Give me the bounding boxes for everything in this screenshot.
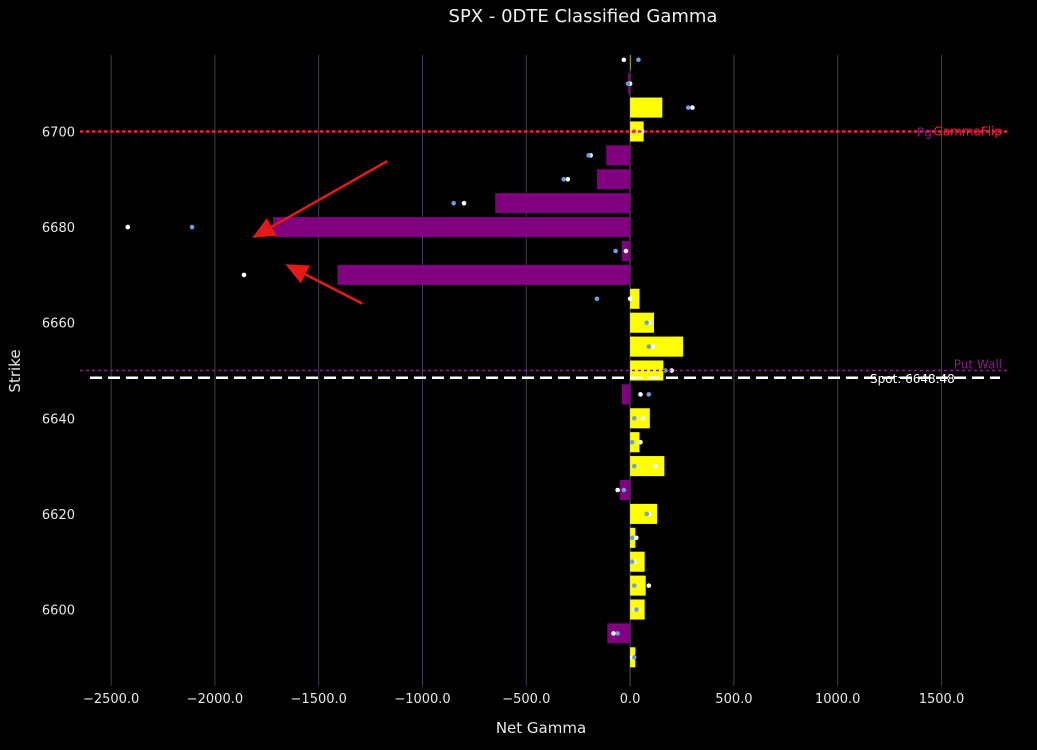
gamma-bar [630, 336, 684, 357]
axis-ticks: −2500.0 −2000.0 −1500.0 −1000.0 −500.0 0.0 500… [42, 125, 964, 707]
gamma-dot [189, 224, 195, 230]
x-tick-label: 1500.0 [919, 692, 965, 707]
gamma-dot [669, 368, 674, 373]
x-tick-label: −2000.0 [187, 692, 243, 707]
gamma-dot [638, 392, 643, 397]
gamma-bar [621, 384, 631, 405]
gamma-bar [630, 55, 631, 70]
dots [125, 34, 695, 660]
gamma-dot [629, 535, 635, 541]
gamma-flip-prefix: Pg [917, 125, 932, 139]
gamma-bar [630, 503, 658, 524]
gamma-dot [627, 296, 633, 302]
y-tick-label: 6600 [42, 604, 75, 619]
gamma-dot [646, 344, 652, 349]
y-tick-label: 6660 [42, 317, 75, 332]
gamma-dot [644, 511, 650, 517]
gamma-dot [586, 153, 591, 158]
gamma-bar [630, 456, 665, 477]
gamma-dot [461, 200, 467, 206]
x-axis-title: Net Gamma [496, 719, 586, 737]
gamma-dot [646, 583, 652, 588]
gamma-dot [451, 200, 456, 206]
gamma-dot [621, 57, 627, 63]
gamma-dot [685, 105, 691, 110]
gamma-dot [623, 248, 629, 254]
gamma-dot [634, 607, 639, 612]
y-tick-label: 6680 [42, 221, 75, 236]
gamma-dot [621, 487, 627, 493]
gamma-dot [565, 176, 571, 182]
gamma-dot [644, 320, 650, 325]
gamma-bar [630, 575, 646, 596]
gamma-bar [630, 121, 644, 142]
gamma-dot [650, 344, 656, 349]
gamma-dot [615, 487, 620, 493]
x-tick-label: 1000.0 [815, 692, 861, 707]
gamma-bar [337, 264, 631, 285]
gamma-dot [625, 81, 631, 86]
gamma-flip-label: GammaFlip [933, 124, 1002, 138]
gamma-bar [273, 217, 631, 238]
gamma-dot [629, 439, 635, 445]
red-arrow [252, 160, 388, 238]
x-tick-label: −1500.0 [291, 692, 347, 707]
gamma-dot [631, 416, 637, 421]
gamma-bar [630, 551, 645, 572]
x-tick-label: −2500.0 [83, 692, 139, 707]
gamma-dot [594, 296, 600, 302]
y-tick-label: 6700 [42, 125, 75, 140]
gamma-bar [630, 432, 640, 453]
gamma-bar [596, 169, 631, 190]
x-tick-label: −500.0 [502, 692, 550, 707]
gamma-dot [640, 129, 645, 134]
gamma-bar [603, 26, 630, 46]
gamma-dot [584, 34, 589, 39]
bars [273, 26, 684, 668]
gamma-dot [663, 368, 668, 373]
x-tick-label: 0.0 [620, 692, 641, 707]
gamma-dot [601, 34, 606, 39]
gamma-dot [690, 105, 695, 110]
gamma-bar [630, 312, 654, 333]
gamma-dot [561, 176, 566, 182]
gamma-bar [495, 193, 631, 214]
gamma-dot [631, 583, 637, 588]
gamma-dot [611, 631, 616, 636]
gamma-dot [629, 559, 635, 565]
spot-label: Spot: 6648.48 [870, 372, 955, 386]
x-tick-label: 500.0 [715, 692, 752, 707]
gamma-dot [631, 463, 637, 469]
y-tick-label: 6620 [42, 508, 75, 523]
arrows [252, 160, 388, 305]
gamma-bar [630, 408, 650, 429]
gamma-dot [241, 272, 247, 278]
chart-title: SPX - 0DTE Classified Gamma [449, 6, 718, 27]
y-axis-title: Strike [6, 349, 24, 392]
put-wall-label: Put Wall [954, 358, 1002, 372]
gamma-dot [613, 248, 618, 254]
gamma-dot [640, 416, 645, 421]
red-arrow [285, 264, 363, 305]
x-tick-label: −1000.0 [394, 692, 450, 707]
gamma-bar [606, 145, 631, 166]
gamma-dot [615, 631, 620, 636]
gamma-dot [125, 224, 131, 230]
gamma-bar [630, 288, 640, 309]
y-tick-label: 6640 [42, 412, 75, 427]
gamma-dot [646, 392, 652, 397]
gamma-bar [630, 97, 663, 118]
gamma-dot [634, 535, 639, 541]
gamma-dot [631, 655, 637, 660]
gamma-dot [652, 463, 658, 469]
gamma-dot [636, 57, 641, 63]
gamma-dot [638, 439, 643, 445]
